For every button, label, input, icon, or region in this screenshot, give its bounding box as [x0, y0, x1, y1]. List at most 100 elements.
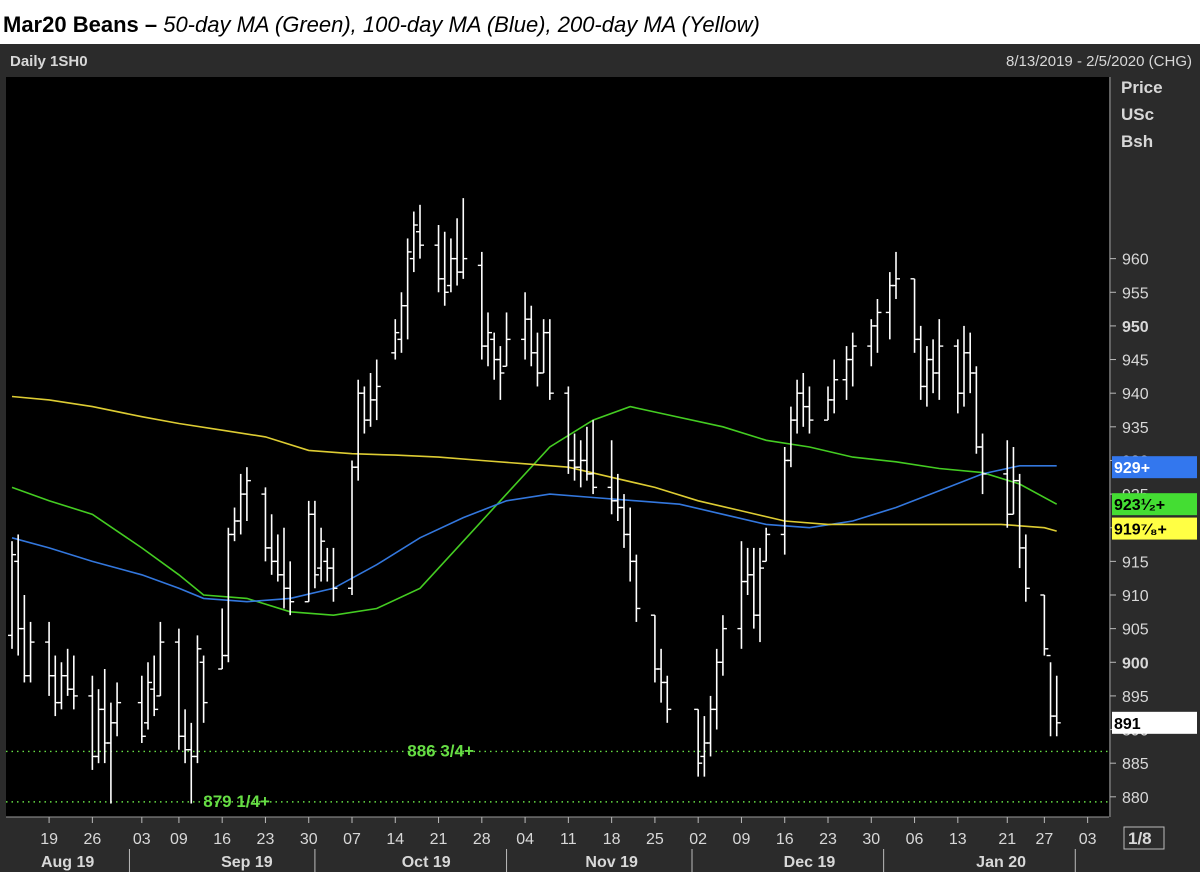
- ohlc-bar: [589, 420, 598, 495]
- x-tick-label: 30: [300, 831, 318, 848]
- price-tag: 923¹⁄₂+: [1112, 493, 1197, 516]
- x-axis: 19 26 03 09 16 23 30 07 14 21 28 04 11 18 25 02 09 16 23 30…: [6, 816, 1109, 872]
- x-tick-label: 07: [343, 831, 361, 848]
- y-tick-label: 940: [1122, 386, 1149, 403]
- month-label: Dec 19: [784, 854, 836, 871]
- ohlc-bar: [150, 655, 159, 717]
- x-tick-label: 21: [998, 831, 1016, 848]
- ohlc-bar: [137, 675, 146, 743]
- ohlc-bar: [892, 251, 900, 299]
- ohlc-bar: [459, 198, 468, 279]
- y-tick-label: 880: [1122, 790, 1149, 807]
- ohlc-bar: [156, 621, 165, 697]
- corner-label-text: 1/8: [1128, 829, 1152, 848]
- ohlc-bar: [484, 312, 492, 367]
- ohlc-bar: [663, 675, 672, 723]
- x-tick-label: 18: [603, 831, 621, 848]
- month-label: Oct 19: [402, 854, 451, 871]
- ohlc-bar: [409, 211, 418, 273]
- x-tick-label: 19: [40, 831, 58, 848]
- y-tick-label: 945: [1122, 353, 1149, 370]
- ohlc-bar: [372, 359, 381, 421]
- x-tick-label: 28: [473, 831, 491, 848]
- y-tick-label: 915: [1122, 554, 1149, 571]
- price-tag-box: [1112, 456, 1197, 479]
- ohlc-bar: [1021, 534, 1030, 602]
- ohlc-bar: [193, 635, 202, 764]
- plot-area[interactable]: [6, 77, 1109, 817]
- ohlc-bar: [69, 655, 78, 710]
- x-tick-label: 27: [1035, 831, 1053, 848]
- ohlc-bar: [440, 231, 449, 306]
- date-range-label: 8/13/2019 - 2/5/2020 (CHG): [1006, 53, 1192, 70]
- ohlc-bar: [718, 615, 727, 676]
- chart-title-instrument: Mar20 Beans –: [3, 12, 158, 37]
- x-tick-label: 30: [862, 831, 880, 848]
- ohlc-bar: [848, 332, 857, 387]
- price-tags: 929+ 923¹⁄₂+ 919⁷⁄₈+ 891: [1112, 456, 1197, 734]
- ohlc-bar: [502, 312, 511, 367]
- x-tick-label: 03: [1079, 831, 1097, 848]
- ohlc-bar: [286, 561, 295, 616]
- price-tag-text: 919⁷⁄₈+: [1114, 522, 1167, 539]
- price-tag-box: [1112, 493, 1197, 516]
- price-tag-text: 891: [1114, 716, 1141, 733]
- y-tick-label: 885: [1122, 756, 1149, 773]
- x-tick-label: 25: [646, 831, 664, 848]
- ohlc-bar: [805, 386, 814, 434]
- y-axis-title-line: Price: [1121, 78, 1163, 97]
- ohlc-bar: [317, 527, 326, 582]
- y-tick-label: 910: [1122, 588, 1149, 605]
- month-label: Sep 19: [221, 854, 273, 871]
- ohlc-bar: [935, 319, 944, 400]
- month-label: Nov 19: [585, 854, 638, 871]
- price-tag: 919⁷⁄₈+: [1112, 517, 1197, 540]
- support-level-label: 879 1/4+: [203, 792, 270, 811]
- y-axis-title: Price USc Bsh: [1121, 78, 1163, 151]
- price-tag-text: 923¹⁄₂+: [1114, 497, 1165, 514]
- ohlc-bar: [310, 500, 319, 589]
- x-tick-label: 21: [430, 831, 448, 848]
- ohlc-bar: [756, 547, 764, 643]
- ohlc-bar: [1040, 594, 1049, 656]
- x-tick-label: 16: [776, 831, 794, 848]
- ma-line-100-day-ma: [11, 465, 1057, 603]
- x-tick-label: 04: [516, 831, 534, 848]
- ohlc-bar: [242, 467, 251, 521]
- x-tick-label: 09: [733, 831, 751, 848]
- ohlc-bar: [416, 204, 424, 259]
- month-label: Jan 20: [976, 854, 1026, 871]
- ohlc-bar: [391, 319, 400, 360]
- support-level-label: 886 3/4+: [407, 741, 474, 760]
- x-tick-label: 09: [170, 831, 188, 848]
- y-axis-title-line: Bsh: [1121, 132, 1153, 151]
- moving-averages: [11, 395, 1058, 617]
- price-tag: 929+: [1112, 456, 1197, 479]
- corner-label-box: [1123, 826, 1165, 850]
- price-chart[interactable]: Daily 1SH0 8/13/2019 - 2/5/2020 (CHG) Pr…: [0, 44, 1200, 872]
- ma-line-200-day-ma: [11, 395, 1057, 532]
- ohlc-bar: [199, 655, 208, 723]
- x-tick-label: 16: [213, 831, 231, 848]
- y-tick-label: 950: [1122, 319, 1149, 336]
- ohlc-bar: [329, 547, 338, 602]
- price-tag: 891: [1112, 711, 1197, 734]
- y-tick-label: 905: [1122, 622, 1149, 639]
- y-axis-title-line: USc: [1121, 105, 1154, 124]
- chart-title: Mar20 Beans – 50-day MA (Green), 100-day…: [3, 12, 760, 38]
- y-tick-label: 935: [1122, 420, 1149, 437]
- ohlc-bar: [545, 319, 554, 400]
- ohlc-bar: [8, 541, 16, 649]
- ohlc-bar: [113, 682, 122, 737]
- chart-title-description: 50-day MA (Green), 100-day MA (Blue), 20…: [157, 12, 760, 37]
- x-tick-label: 14: [386, 831, 404, 848]
- x-tick-label: 26: [83, 831, 101, 848]
- price-tag-box: [1112, 711, 1197, 734]
- ma-line-50-day-ma: [11, 405, 1058, 617]
- ohlc-bar: [26, 621, 35, 683]
- ohlc-bar: [1052, 675, 1061, 737]
- price-axis-panel: [1110, 77, 1200, 817]
- y-tick-label: 960: [1122, 252, 1149, 269]
- x-tick-label: 02: [689, 831, 707, 848]
- support-levels: 886 3/4+ 879 1/4+: [6, 741, 1109, 811]
